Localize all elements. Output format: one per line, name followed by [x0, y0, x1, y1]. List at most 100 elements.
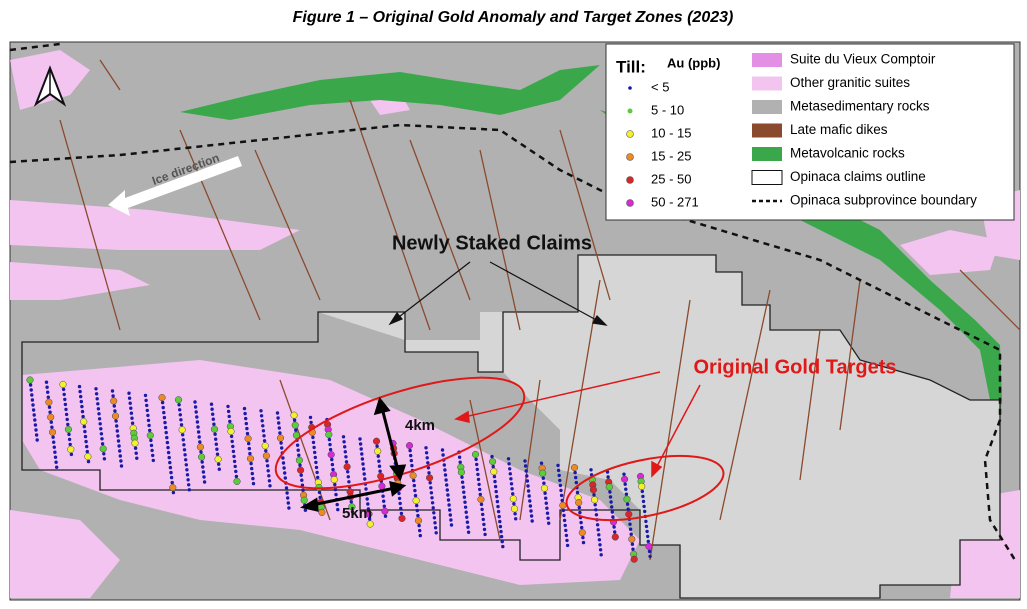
till-sample — [115, 424, 119, 428]
till-sample — [343, 445, 347, 449]
till-sample — [100, 442, 105, 446]
till-sample — [481, 512, 485, 517]
till-sample — [261, 424, 265, 428]
till-sample — [50, 425, 54, 429]
unit-label: Opinaca subprovince boundary — [790, 193, 977, 208]
till-sample — [366, 507, 371, 511]
till-sample — [183, 453, 187, 457]
till-sample — [609, 500, 613, 504]
till-sample — [347, 480, 351, 484]
till-sample — [460, 475, 464, 479]
till-sample — [495, 494, 499, 499]
till-sample — [462, 490, 466, 494]
till-sample — [67, 445, 75, 453]
till-sample — [461, 485, 465, 489]
till-sample — [261, 442, 269, 450]
till-sample — [118, 449, 122, 453]
till-sample — [301, 488, 305, 492]
unit-swatch — [752, 147, 782, 161]
till-sample — [247, 446, 251, 451]
till-sample — [232, 459, 237, 464]
till-sample — [116, 439, 121, 443]
till-sample — [465, 515, 469, 519]
till-sample — [135, 456, 139, 460]
till-sample — [528, 504, 533, 508]
till-sample — [178, 413, 182, 417]
till-sample — [198, 440, 202, 444]
till-sample — [508, 472, 512, 476]
till-sample — [377, 459, 381, 463]
till-sample — [412, 483, 416, 488]
till-sample — [480, 507, 484, 512]
till-sample — [214, 437, 218, 441]
till-sample — [628, 535, 636, 543]
till-sample — [194, 410, 198, 414]
till-sample — [466, 525, 470, 529]
till-sample — [245, 426, 249, 431]
till-sample — [427, 471, 431, 475]
till-sample — [169, 470, 173, 475]
till-sample — [526, 484, 530, 488]
till-sample — [558, 483, 563, 488]
till-sample — [211, 412, 215, 416]
till-sample — [286, 501, 290, 505]
till-sample — [129, 406, 133, 410]
till-sample — [33, 423, 38, 427]
till-sample — [311, 435, 315, 440]
till-sample — [98, 422, 102, 426]
till-sample — [300, 483, 305, 487]
till-sample — [412, 478, 416, 483]
till-sample — [30, 393, 34, 397]
till-sample — [494, 489, 498, 494]
till-sample — [543, 491, 547, 495]
till-sample — [498, 524, 503, 529]
unit-label: Opinaca claims outline — [790, 169, 926, 184]
till-sample — [186, 478, 190, 482]
till-sample — [215, 452, 220, 456]
till-sample — [131, 439, 139, 447]
till-sample — [514, 517, 518, 521]
till-sample — [529, 509, 533, 513]
till-sample — [298, 463, 302, 467]
till-sample — [51, 435, 55, 439]
target-ellipse — [565, 454, 725, 522]
till-sample — [440, 448, 445, 452]
till-sample — [511, 492, 515, 496]
till-sample — [150, 448, 154, 453]
till-sample — [564, 528, 568, 533]
till-sample — [539, 461, 544, 465]
mafic-dikes — [59, 59, 1021, 561]
till-sample — [525, 474, 529, 478]
till-sample — [644, 519, 648, 524]
till-sample — [477, 482, 481, 487]
till-sample — [184, 458, 188, 462]
till-sample — [96, 402, 100, 406]
till-sample — [52, 445, 56, 449]
till-sample — [641, 494, 645, 499]
till-sample — [294, 428, 298, 432]
till-sample — [234, 474, 239, 479]
till-sample — [34, 428, 38, 432]
till-sample — [508, 467, 512, 471]
till-sample — [129, 411, 134, 415]
till-sample — [611, 515, 615, 519]
till-sample — [626, 507, 630, 511]
till-sample — [292, 418, 297, 422]
till-sample — [317, 490, 322, 495]
till-sample — [318, 508, 326, 516]
north-arrow — [33, 65, 67, 107]
till-sample — [65, 417, 69, 422]
till-sample — [476, 477, 481, 482]
till-sample — [184, 463, 188, 467]
till-sample — [526, 489, 531, 493]
metavolcanic-rocks — [180, 65, 1002, 455]
till-sample — [491, 464, 495, 469]
till-sample — [187, 483, 191, 487]
till-sample — [596, 528, 600, 532]
till-sample — [259, 409, 263, 413]
till-sample — [578, 510, 582, 515]
till-sample — [457, 468, 465, 476]
till-sample — [210, 425, 219, 433]
till-sample — [365, 510, 373, 518]
till-sample — [624, 492, 629, 496]
